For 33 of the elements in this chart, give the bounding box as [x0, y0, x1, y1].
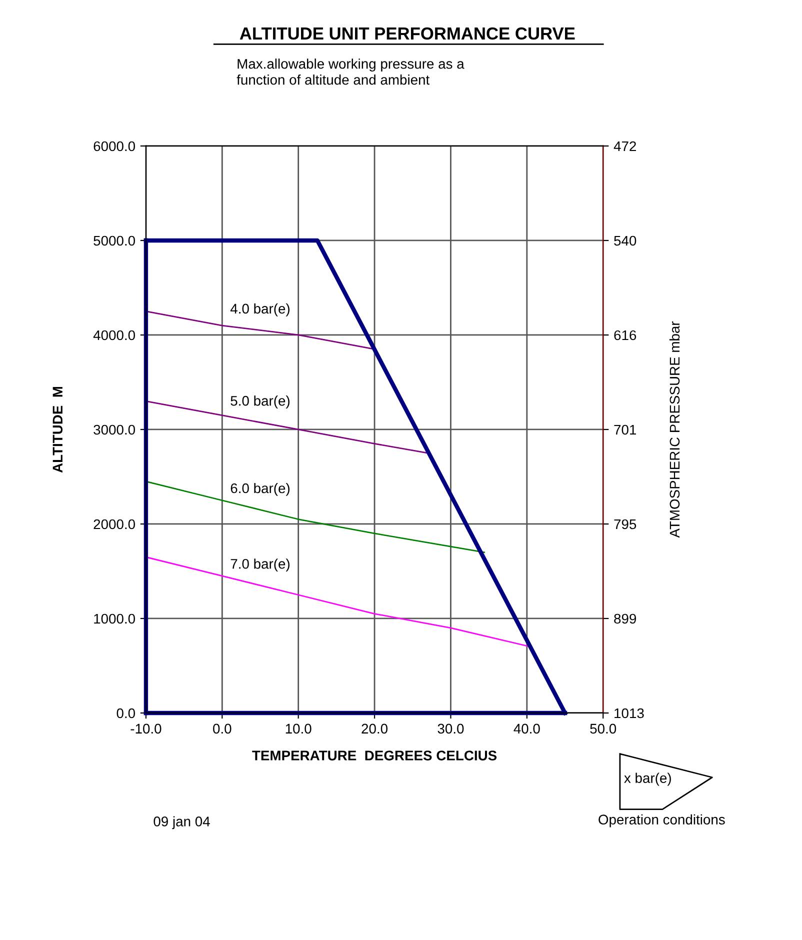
category-label: 795: [614, 519, 636, 530]
category-label: 899: [614, 614, 636, 624]
series-label: 5.0 bar(e): [230, 396, 290, 409]
category-label: 701: [614, 424, 636, 435]
category-label: 540: [614, 236, 636, 246]
text: 09 jan 04: [154, 816, 210, 830]
text: Operation conditions: [598, 814, 725, 828]
x-tick-label: 40.0: [514, 724, 540, 734]
series-label: 4.0 bar(e): [230, 303, 290, 316]
x-tick-label: 0.0: [213, 724, 232, 734]
y-tick-label: 5000.0: [94, 236, 136, 246]
chart-title: ALTITUDE UNIT PERFORMANCE CURVE: [240, 27, 575, 40]
y-tick-label: 1000.0: [94, 614, 136, 624]
y-tick-label: 6000.0: [94, 141, 136, 152]
series-label: 6.0 bar(e): [230, 482, 290, 496]
y-tick-label: 4000.0: [93, 330, 136, 340]
y2-axis-title: ATMOSPHERIC PRESSURE mbar: [669, 321, 680, 538]
category-label: 472: [614, 141, 636, 152]
series-label: 7.0 bar(e): [230, 558, 290, 572]
y-tick-label: 2000.0: [94, 519, 136, 530]
y-tick-label: 3000.0: [94, 424, 136, 435]
category-label: 1013: [614, 708, 644, 718]
y-axis-title: ALTITUDE M: [52, 386, 63, 473]
x-tick-label: 10.0: [286, 724, 312, 734]
category-label: 616: [614, 330, 636, 340]
x-axis-title: TEMPERATURE DEGREES CELCIUS: [252, 750, 497, 760]
x-tick-label: 20.0: [362, 724, 388, 734]
x-tick-label: -10.0: [130, 724, 162, 734]
chart-subtitle: Max.allowable working pressure as a function of altitude and ambient: [236, 58, 464, 85]
x-tick-label: 30.0: [438, 724, 464, 734]
y-tick-label: 0.0: [116, 708, 136, 718]
x-tick-label: 50.0: [590, 724, 616, 734]
text: x bar(e): [624, 772, 671, 786]
